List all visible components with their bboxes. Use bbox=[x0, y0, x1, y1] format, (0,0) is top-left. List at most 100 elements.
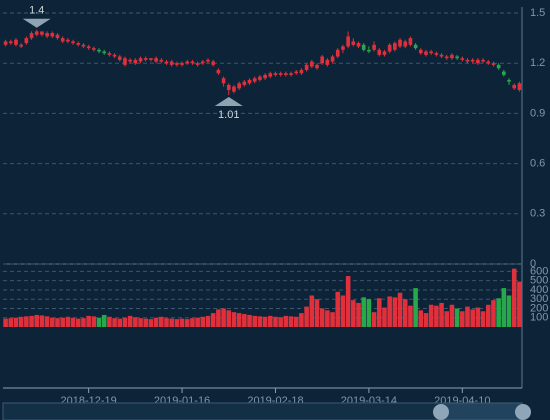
volume-tick-label: 200 bbox=[530, 302, 548, 314]
volume-bar bbox=[475, 307, 481, 327]
candle-body bbox=[356, 43, 361, 47]
volume-bar bbox=[50, 317, 55, 327]
volume-bar bbox=[288, 316, 294, 327]
candle-body bbox=[149, 58, 153, 60]
candle-body bbox=[465, 59, 470, 62]
volume-bar bbox=[81, 318, 86, 327]
volume-bar bbox=[101, 314, 107, 327]
volume-bar bbox=[247, 314, 252, 327]
volume-bar bbox=[397, 292, 403, 327]
volume-tick-label: 600 bbox=[530, 265, 548, 277]
volume-bar bbox=[449, 304, 455, 327]
volume-bar bbox=[392, 297, 398, 327]
low-label: 1.01 bbox=[218, 109, 239, 121]
volume-bar bbox=[133, 317, 138, 327]
candle-body bbox=[470, 59, 475, 62]
volume-bar bbox=[361, 297, 366, 327]
volume-bar bbox=[444, 311, 450, 327]
candle-body bbox=[97, 49, 101, 52]
candle-body bbox=[424, 51, 428, 55]
candle-body bbox=[393, 43, 397, 50]
volume-tick-label: 300 bbox=[530, 293, 548, 305]
candle-body bbox=[517, 83, 522, 90]
low-marker bbox=[214, 96, 243, 106]
volume-bar bbox=[273, 316, 278, 327]
candle-body bbox=[335, 49, 340, 57]
candle-body bbox=[117, 56, 122, 60]
volume-bar bbox=[262, 316, 268, 327]
volume-bar bbox=[205, 315, 211, 327]
candle-body bbox=[34, 31, 39, 35]
slider-window[interactable] bbox=[441, 403, 522, 420]
candle-body bbox=[476, 59, 480, 64]
candle-body bbox=[330, 56, 335, 62]
volume-bar bbox=[460, 311, 465, 327]
candle-body bbox=[491, 63, 496, 65]
volume-bar bbox=[376, 298, 382, 327]
slider-handle[interactable] bbox=[515, 404, 531, 420]
volume-bar bbox=[231, 312, 237, 327]
volume-bar bbox=[345, 276, 351, 327]
y-tick-label: 0 bbox=[530, 258, 536, 270]
candle-body bbox=[206, 59, 210, 62]
volume-bar bbox=[408, 305, 413, 327]
volume-bar bbox=[387, 296, 392, 327]
candle-body bbox=[341, 46, 345, 50]
volume-bar bbox=[511, 268, 517, 327]
volume-bar bbox=[18, 316, 24, 327]
volume-bar bbox=[335, 291, 341, 327]
volume-bar bbox=[268, 315, 273, 327]
candle-body bbox=[258, 76, 262, 80]
volume-bar bbox=[34, 314, 40, 327]
candle-body bbox=[460, 58, 465, 60]
candle-body bbox=[418, 49, 423, 54]
volume-bar bbox=[117, 318, 123, 327]
candle-body bbox=[60, 38, 65, 42]
candle-body bbox=[372, 44, 376, 50]
volume-bar bbox=[190, 318, 195, 327]
candle-body bbox=[450, 54, 454, 59]
candle-body bbox=[502, 71, 506, 75]
candle-body bbox=[377, 49, 382, 55]
zoom-slider[interactable] bbox=[2, 402, 531, 420]
candle-body bbox=[216, 69, 221, 74]
candle-body bbox=[325, 59, 330, 65]
volume-bar bbox=[485, 304, 491, 327]
volume-bar bbox=[107, 316, 112, 327]
candle-body bbox=[169, 61, 174, 65]
volume-bar bbox=[195, 317, 200, 327]
candle-body bbox=[195, 63, 200, 65]
candle-body bbox=[481, 59, 485, 62]
volume-bar bbox=[413, 288, 418, 327]
volume-bar bbox=[179, 318, 185, 327]
volume-bar bbox=[517, 281, 522, 327]
candle-body bbox=[346, 36, 350, 47]
volume-bar bbox=[127, 315, 133, 327]
candle-body bbox=[154, 58, 158, 62]
candle-body bbox=[123, 58, 127, 65]
candle-body bbox=[252, 78, 257, 82]
slider-handle[interactable] bbox=[433, 404, 449, 420]
candle-body bbox=[455, 56, 459, 59]
volume-bar bbox=[3, 318, 8, 327]
candle-body bbox=[408, 38, 413, 45]
volume-bar bbox=[91, 316, 97, 327]
volume-bar bbox=[143, 318, 149, 327]
volume-bar bbox=[75, 318, 81, 327]
volume-bar bbox=[454, 308, 460, 327]
volume-bar bbox=[200, 316, 206, 327]
candle-body bbox=[55, 34, 60, 39]
volume-bar bbox=[491, 300, 496, 327]
candle-body bbox=[351, 41, 356, 45]
y-tick-label: 0.9 bbox=[530, 107, 545, 119]
candle-body bbox=[361, 44, 366, 50]
candle-body bbox=[221, 78, 226, 84]
volume-bar bbox=[418, 310, 424, 327]
volume-bar bbox=[470, 309, 475, 327]
volume-bar bbox=[330, 312, 335, 327]
candle-body bbox=[102, 51, 107, 54]
volume-tick-label: 500 bbox=[530, 275, 548, 287]
candle-body bbox=[159, 59, 164, 62]
volume-bar bbox=[465, 306, 470, 327]
